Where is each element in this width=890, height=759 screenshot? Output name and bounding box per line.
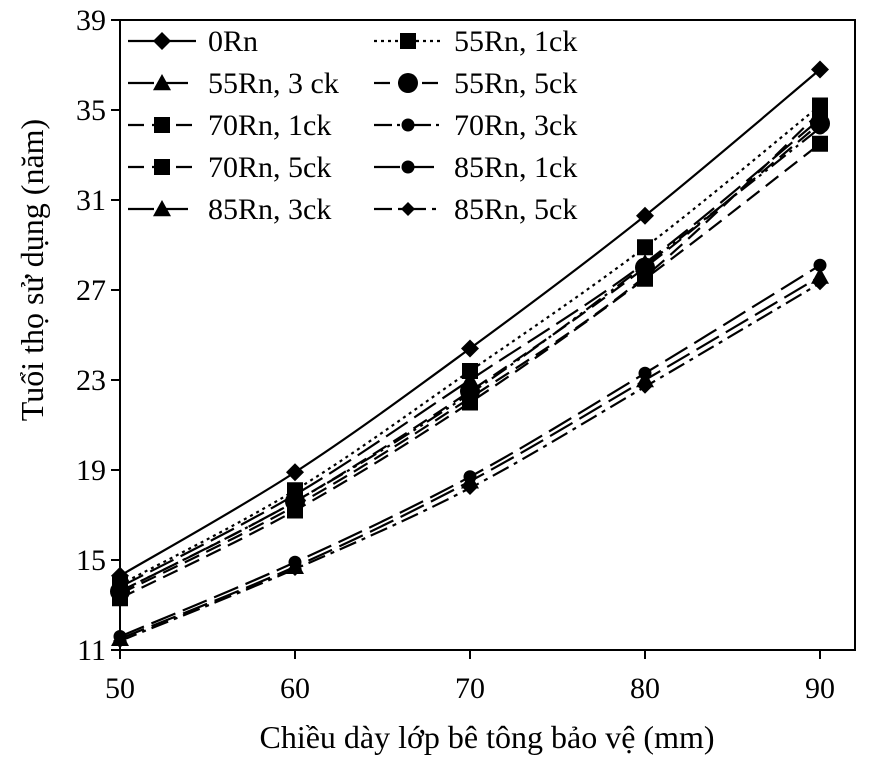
data-point-marker — [813, 258, 827, 272]
legend-label: 55Rn, 5ck — [454, 67, 577, 100]
data-point-marker — [461, 339, 479, 358]
y-tick-label: 27 — [76, 274, 106, 307]
legend-entry: 85Rn, 1ck — [374, 151, 577, 184]
data-point-marker — [154, 117, 170, 133]
data-point-marker — [288, 562, 302, 576]
legend: 0Rn 55Rn, 1ck 55Rn, 3 ck 55Rn, 5ck 70Rn, 1ck… — [122, 22, 612, 230]
legend-entry: 70Rn, 3ck — [374, 109, 577, 142]
legend-label: 85Rn, 3ck — [208, 193, 331, 226]
legend-label: 0Rn — [208, 25, 258, 58]
x-tick-label: 90 — [805, 672, 835, 705]
data-point-marker — [812, 135, 828, 152]
x-tick-label: 50 — [105, 672, 135, 705]
data-point-marker — [287, 502, 303, 519]
series-9 — [113, 276, 827, 648]
series-6 — [112, 135, 828, 607]
plot-frame — [119, 19, 856, 651]
series-0 — [111, 60, 829, 585]
x-tick-label: 60 — [280, 672, 310, 705]
data-point-marker — [286, 463, 304, 482]
x-tick-label: 80 — [630, 672, 660, 705]
legend-label: 85Rn, 1ck — [454, 151, 577, 184]
y-tick-label: 39 — [76, 4, 106, 37]
legend-entry: 70Rn, 1ck — [128, 109, 331, 142]
data-point-marker — [153, 32, 171, 50]
data-point-marker — [813, 121, 827, 135]
y-tick-label: 15 — [76, 544, 106, 577]
legend-label: 55Rn, 3 ck — [208, 67, 339, 100]
legend-background — [122, 22, 612, 230]
legend-label: 70Rn, 3ck — [454, 109, 577, 142]
data-point-marker — [153, 74, 171, 91]
data-point-marker — [154, 159, 170, 175]
legend-entry: 70Rn, 5ck — [128, 151, 331, 184]
data-point-marker — [813, 276, 827, 291]
legend-label: 55Rn, 1ck — [454, 25, 577, 58]
data-point-marker — [638, 379, 652, 394]
data-point-marker — [153, 200, 171, 217]
legend-entry: 55Rn, 3 ck — [128, 67, 339, 100]
legend-entry: 85Rn, 5ck — [374, 193, 577, 226]
legend-entry: 55Rn, 5ck — [374, 67, 577, 100]
data-point-marker — [112, 590, 128, 607]
series-line — [119, 118, 821, 588]
data-point-marker — [811, 60, 829, 79]
data-point-marker — [637, 239, 653, 256]
legend-entry: 0Rn — [128, 25, 258, 58]
data-point-marker — [113, 634, 127, 648]
x-tick-label: 70 — [455, 672, 485, 705]
data-point-marker — [636, 206, 654, 225]
axes: 50 60 70 80 90 11 15 19 23 27 31 35 39 — [76, 4, 856, 705]
legend-entry: 55Rn, 1ck — [374, 25, 577, 58]
data-point-marker — [812, 104, 828, 121]
y-tick-label: 11 — [77, 634, 106, 667]
data-point-marker — [638, 258, 652, 272]
data-point-marker — [401, 118, 415, 132]
data-point-marker — [637, 270, 653, 287]
legend-label: 70Rn, 1ck — [208, 109, 331, 142]
y-tick-label: 35 — [76, 94, 106, 127]
data-point-marker — [401, 202, 415, 216]
data-point-marker — [401, 160, 415, 174]
data-point-marker — [811, 267, 829, 284]
data-point-marker — [400, 33, 416, 49]
y-tick-label: 19 — [76, 454, 106, 487]
y-axis-title: Tuổi thọ sử dụng (năm) — [14, 119, 50, 421]
legend-label: 70Rn, 5ck — [208, 151, 331, 184]
data-point-marker — [462, 394, 478, 411]
legend-label: 85Rn, 5ck — [454, 193, 577, 226]
legend-entry: 85Rn, 3ck — [128, 193, 331, 226]
series-line — [119, 111, 821, 595]
data-point-marker — [463, 481, 477, 495]
y-tick-label: 31 — [76, 184, 106, 217]
x-axis-title: Chiều dày lớp bê tông bảo vệ (mm) — [259, 719, 714, 755]
series-layer — [110, 60, 830, 648]
y-tick-label: 23 — [76, 364, 106, 397]
data-point-marker — [398, 73, 418, 93]
